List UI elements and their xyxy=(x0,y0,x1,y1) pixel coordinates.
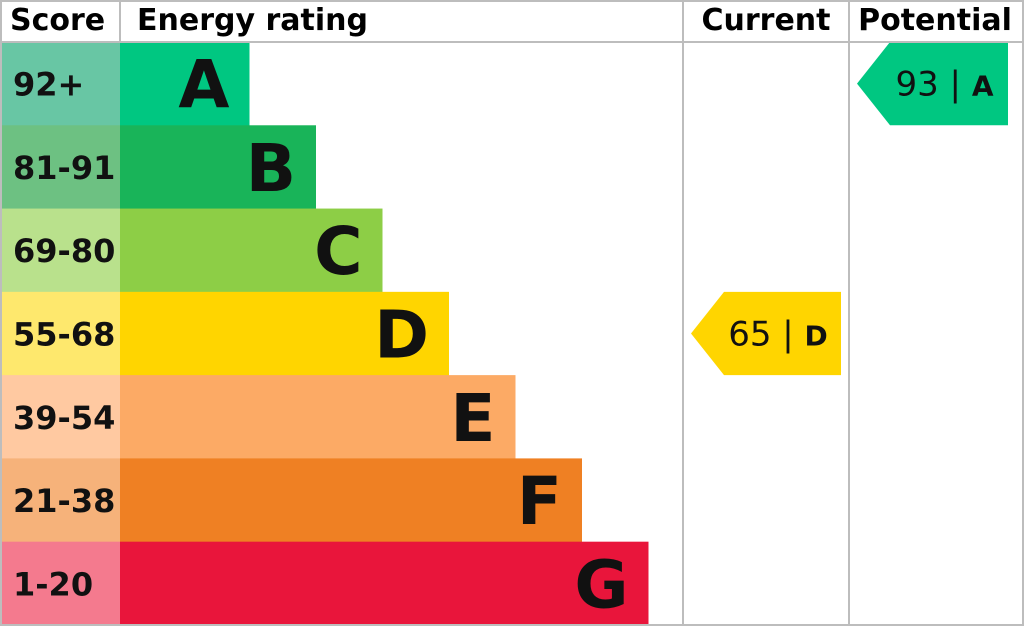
rating-letter-a: A xyxy=(178,47,229,124)
potential-indicator-label: 93 | A xyxy=(895,65,993,105)
score-cell-a xyxy=(0,42,120,126)
score-range-d: 55-68 xyxy=(13,315,115,353)
current-indicator-label: 65 | D xyxy=(728,314,828,354)
rating-letter-b: B xyxy=(246,130,296,207)
current-header: Current xyxy=(701,3,830,38)
score-range-g: 1-20 xyxy=(13,565,93,603)
score-cell-c xyxy=(0,208,120,293)
score-range-c: 69-80 xyxy=(13,232,115,270)
score-range-f: 21-38 xyxy=(13,482,115,520)
potential-header: Potential xyxy=(858,3,1012,38)
rating-bar-b xyxy=(120,125,316,210)
potential-indicator xyxy=(857,42,1008,126)
rating-letter-c: C xyxy=(314,213,362,290)
score-cell-b xyxy=(0,125,120,210)
score-range-b: 81-91 xyxy=(13,149,115,187)
score-range-a: 92+ xyxy=(13,66,84,104)
rating-bar-g xyxy=(120,541,649,626)
rating-letter-e: E xyxy=(450,380,495,457)
current-indicator xyxy=(691,291,841,376)
rating-letter-g: G xyxy=(574,546,628,623)
rating-letter-d: D xyxy=(374,296,429,373)
score-header: Score xyxy=(10,3,105,38)
score-cell-d xyxy=(0,291,120,376)
score-range-e: 39-54 xyxy=(13,399,115,437)
score-cell-f xyxy=(0,458,120,543)
rating-letter-f: F xyxy=(517,463,562,540)
rating-bar-c xyxy=(120,208,383,293)
rating-bar-e xyxy=(120,375,516,459)
rating-bar-f xyxy=(120,458,582,543)
energy-rating-header: Energy rating xyxy=(137,3,368,38)
score-cell-e xyxy=(0,375,120,459)
rating-bar-d xyxy=(120,291,449,376)
rating-bar-a xyxy=(120,42,250,126)
score-cell-g xyxy=(0,541,120,626)
